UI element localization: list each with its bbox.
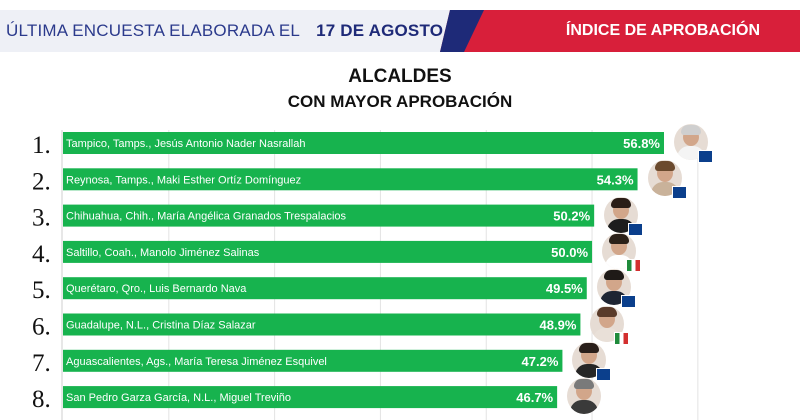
header-banner: ÚLTIMA ENCUESTA ELABORADA EL 17 DE AGOSTO…: [0, 10, 800, 52]
bar: [63, 132, 664, 154]
pan-party-logo-icon: [628, 222, 644, 236]
pri-party-logo-icon: [614, 331, 630, 345]
bar-category-label: Tampico, Tamps., Jesús Antonio Nader Nas…: [66, 138, 305, 150]
photo-hair: [611, 197, 632, 208]
photo-hair: [597, 306, 618, 317]
bar-category-label: Guadalupe, N.L., Cristina Díaz Salazar: [66, 320, 256, 332]
rank-label: 3.: [32, 205, 51, 232]
bar-value-label: 54.3%: [597, 172, 634, 187]
rank-label: 2.: [32, 168, 51, 195]
bar-value-label: 50.2%: [553, 209, 590, 224]
approval-index-banner: ÍNDICE DE APROBACIÓN: [440, 10, 800, 52]
bar-category-label: Reynosa, Tamps., Maki Esther Ortíz Domín…: [66, 174, 301, 186]
pri-party-logo-icon: [626, 258, 642, 272]
pan-party-logo-icon: [671, 186, 687, 200]
photo-hair: [579, 342, 600, 353]
pan-party-logo-icon: [620, 295, 636, 309]
photo-torso: [570, 400, 599, 415]
bar: [63, 240, 593, 263]
bar-category-label: Aguascalientes, Ags., María Teresa Jimén…: [66, 356, 327, 368]
pan-party-logo-icon: [698, 150, 713, 163]
bar-value-label: 48.9%: [540, 318, 577, 333]
bar: [63, 349, 563, 372]
rank-label: 1.: [32, 132, 51, 159]
rank-label: 6.: [32, 314, 51, 341]
bar: [63, 277, 587, 300]
mayor-photo: [647, 160, 682, 197]
mayor-photo: [567, 378, 602, 415]
photo-hair: [574, 379, 595, 390]
approval-index-label: ÍNDICE DE APROBACIÓN: [565, 22, 760, 39]
photo-hair: [603, 270, 624, 281]
survey-prefix: ÚLTIMA ENCUESTA ELABORADA EL: [6, 21, 301, 40]
bar-value-label: 56.8%: [623, 136, 660, 151]
photo-hair: [609, 233, 630, 244]
bar: [63, 313, 581, 336]
photo-hair: [654, 161, 675, 172]
chart-subtitle: CON MAYOR APROBACIÓN: [287, 92, 513, 111]
bar-value-label: 49.5%: [546, 281, 583, 296]
bar: [63, 168, 638, 191]
bar-value-label: 46.7%: [516, 390, 553, 405]
bar: [63, 386, 558, 409]
bar-value-label: 47.2%: [522, 354, 559, 369]
rank-label: 8.: [32, 386, 51, 413]
rank-label: 4.: [32, 241, 51, 268]
bar: [63, 204, 595, 227]
bar-category-label: Saltillo, Coah., Manolo Jiménez Salinas: [66, 247, 260, 259]
banner-shape: [440, 10, 800, 52]
chart-title: ALCALDES: [348, 66, 452, 87]
survey-date: 17 DE AGOSTO 2021: [316, 21, 487, 40]
rank-label: 7.: [32, 350, 51, 377]
bar-value-label: 50.0%: [551, 245, 588, 260]
photo-hair: [681, 125, 701, 135]
survey-date-label: ÚLTIMA ENCUESTA ELABORADA EL 17 DE AGOSTO…: [6, 10, 487, 52]
bar-category-label: San Pedro Garza García, N.L., Miguel Tre…: [66, 392, 291, 404]
rank-label: 5.: [32, 277, 51, 304]
pan-party-logo-icon: [596, 367, 612, 381]
bar-category-label: Chihuahua, Chih., María Angélica Granado…: [66, 211, 347, 223]
bar-category-label: Querétaro, Qro., Luis Bernardo Nava: [66, 283, 247, 295]
